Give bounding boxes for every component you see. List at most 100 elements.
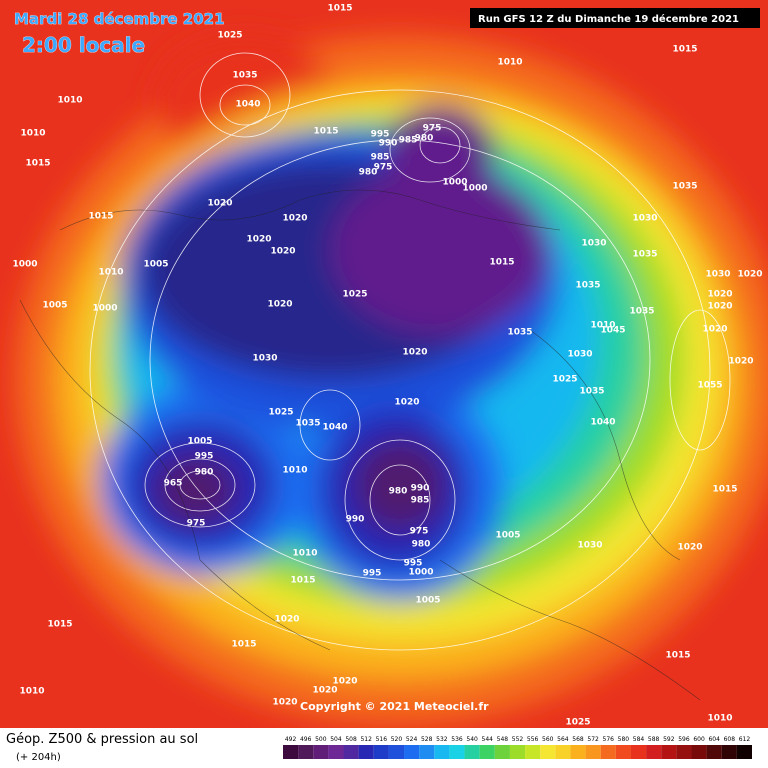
isobar-label: 1035 [232, 71, 257, 81]
scale-label: 508 [345, 736, 357, 743]
isobar-label: 1020 [707, 302, 732, 312]
scale-label: 584 [633, 736, 645, 743]
scale-label: 532 [436, 736, 448, 743]
scale-label: 600 [693, 736, 705, 743]
isobar-label: 1020 [707, 290, 732, 300]
scale-swatch [706, 745, 722, 759]
scale-swatch [661, 745, 677, 759]
isobar-label: 1015 [290, 576, 315, 586]
scale-swatch [600, 745, 616, 759]
scale-swatch [373, 745, 389, 759]
isobar-label: 1025 [217, 31, 242, 41]
isobar-label: 1010 [282, 466, 307, 476]
isobar-label: 1005 [143, 260, 168, 270]
isobar-label: 985 [371, 153, 390, 163]
scale-label: 608 [724, 736, 736, 743]
copyright: Copyright © 2021 Meteociel.fr [300, 700, 489, 713]
scale-swatch [404, 745, 420, 759]
scale-label: 552 [512, 736, 524, 743]
isobar-label: 985 [399, 136, 418, 146]
scale-swatch [570, 745, 586, 759]
geopotential-field [0, 0, 768, 728]
scale-label: 560 [542, 736, 554, 743]
scale-label: 516 [376, 736, 388, 743]
isobar-label: 1020 [728, 357, 753, 367]
isobar-label: 1030 [705, 270, 730, 280]
isobar-label: 990 [411, 484, 430, 494]
isobar-label: 1035 [295, 419, 320, 429]
isobar-label: 1020 [312, 686, 337, 696]
isobar-label: 975 [187, 519, 206, 529]
isobar-label: 1040 [322, 423, 347, 433]
isobar-label: 1020 [274, 615, 299, 625]
isobar-label: 1030 [632, 214, 657, 224]
scale-swatch [630, 745, 647, 759]
scale-label: 500 [315, 736, 327, 743]
isobar-label: 1005 [187, 437, 212, 447]
isobar-label: 995 [371, 130, 390, 140]
scale-swatch [585, 745, 601, 759]
isobar-label: 1035 [629, 307, 654, 317]
scale-label: 524 [406, 736, 418, 743]
scale-swatch [298, 745, 314, 759]
scale-swatch [419, 745, 435, 759]
isobar-label: 1025 [342, 290, 367, 300]
isobar-label: 995 [404, 559, 423, 569]
scale-swatch [721, 745, 737, 759]
isobar-label: 1015 [327, 4, 352, 14]
isobar-label: 980 [415, 134, 434, 144]
scale-label: 544 [482, 736, 494, 743]
isobar-label: 975 [374, 163, 393, 173]
scale-label: 540 [466, 736, 478, 743]
isobar-label: 1015 [231, 640, 256, 650]
isobar-label: 1015 [88, 212, 113, 222]
scale-label: 588 [648, 736, 660, 743]
isobar-label: 1015 [313, 127, 338, 137]
isobar-label: 1010 [707, 714, 732, 724]
scale-label: 548 [497, 736, 509, 743]
isobar-label: 1020 [207, 199, 232, 209]
isobar-label: 1055 [697, 381, 722, 391]
isobar-label: 975 [410, 527, 429, 537]
isobar-label: 1020 [267, 300, 292, 310]
isobar-label: 1000 [442, 178, 467, 188]
isobar-label: 1025 [565, 718, 590, 728]
scale-label: 504 [330, 736, 342, 743]
scale-swatch [283, 745, 299, 759]
isobar-label: 1000 [92, 304, 117, 314]
scale-label: 568 [572, 736, 584, 743]
isobar-label: 1015 [25, 159, 50, 169]
isobar-label: 1020 [394, 398, 419, 408]
isobar-label: 1025 [268, 408, 293, 418]
isobar-label: 1030 [567, 350, 592, 360]
isobar-label: 990 [346, 515, 365, 525]
isobar-label: 1015 [672, 45, 697, 55]
caption: Géop. Z500 & pression au sol [6, 732, 198, 747]
isobar-label: 985 [411, 496, 430, 506]
isobar-label: 1035 [575, 281, 600, 291]
isobar-label: 1040 [590, 418, 615, 428]
isobar-label: 1040 [235, 100, 260, 110]
scale-swatch [343, 745, 359, 759]
isobar-label: 1020 [270, 247, 295, 257]
isobar-label: 990 [379, 139, 398, 149]
color-scale: 492 496 500 504 508 512 516 520 524 528 532 536 540 5… [283, 736, 752, 759]
isobar-label: 1010 [590, 321, 615, 331]
isobar-label: 1005 [42, 301, 67, 311]
isobar-label: 1020 [282, 214, 307, 224]
scale-label: 576 [603, 736, 615, 743]
isobar-label: 1020 [702, 325, 727, 335]
scale-label: 512 [360, 736, 372, 743]
scale-label: 592 [663, 736, 675, 743]
scale-label: 572 [587, 736, 599, 743]
scale-swatch [646, 745, 662, 759]
scale-label: 520 [391, 736, 403, 743]
isobar-label: 980 [359, 168, 378, 178]
isobar-label: 1000 [408, 568, 433, 578]
isobar-label: 980 [195, 468, 214, 478]
scale-swatch [464, 745, 480, 759]
isobar-label: 1000 [462, 184, 487, 194]
